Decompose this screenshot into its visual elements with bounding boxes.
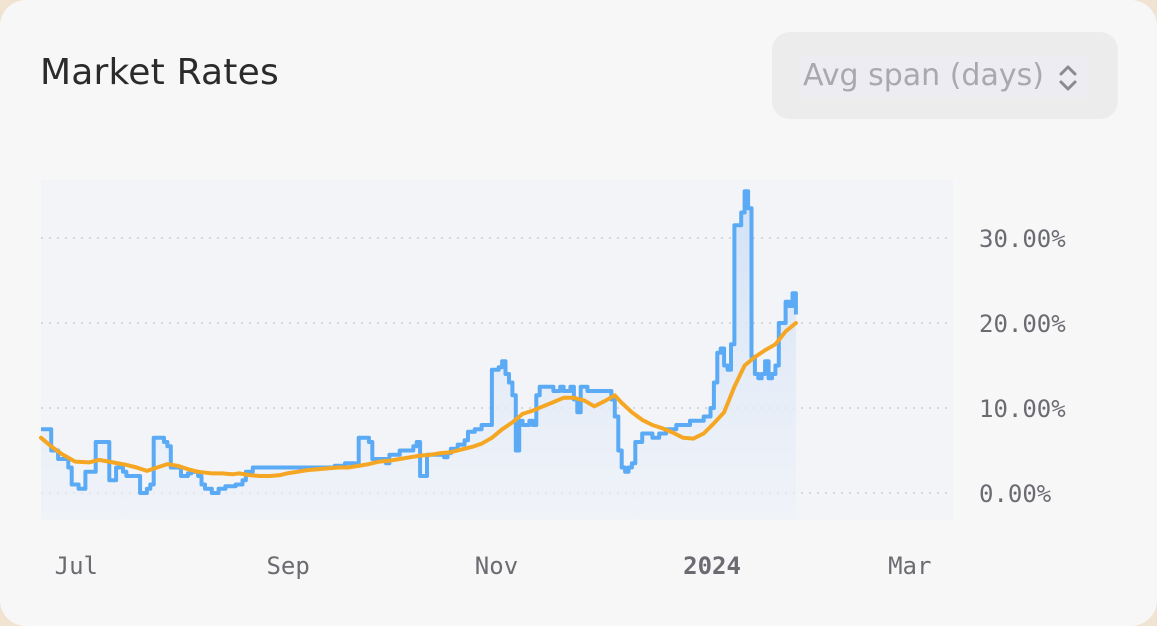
y-tick-label: 30.00% <box>979 225 1066 253</box>
y-tick-label: 20.00% <box>979 310 1066 338</box>
x-tick-label: 2024 <box>683 552 741 580</box>
rate-area-fill <box>41 191 796 521</box>
y-tick-label: 10.00% <box>979 395 1066 423</box>
avg-span-input-area[interactable] <box>800 56 1088 97</box>
updown-chevron-icon[interactable] <box>1054 60 1082 96</box>
rate-series-line <box>41 189 798 495</box>
x-tick-label: Sep <box>266 552 309 580</box>
avg-span-placeholder: Avg span (days) <box>803 58 1044 93</box>
x-tick-label: Jul <box>55 552 98 580</box>
average-series-line <box>39 321 798 478</box>
x-tick-label: Mar <box>888 552 931 580</box>
y-tick-label: 0.00% <box>979 480 1052 508</box>
page-title: Market Rates <box>40 52 279 93</box>
x-tick-label: Nov <box>475 552 518 580</box>
